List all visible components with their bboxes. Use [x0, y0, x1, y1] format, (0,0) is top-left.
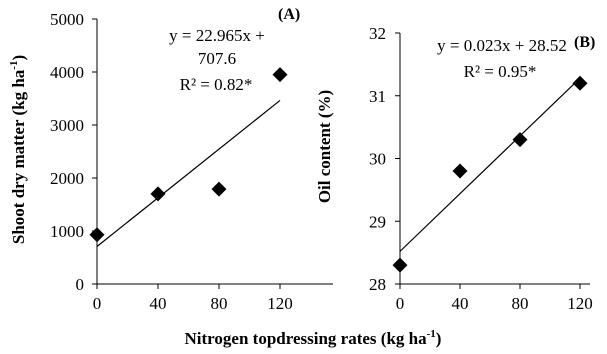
panel-a-x-tick-label: 120 [267, 294, 293, 313]
panel-a-x-tick-label: 80 [211, 294, 228, 313]
panel-a-data-point [211, 181, 227, 197]
panel-a-y-tick-label: 5000 [50, 10, 84, 29]
x-axis-label-main: Nitrogen topdressing rates (kg ha [185, 329, 428, 348]
panel-a-data-point [272, 67, 288, 83]
panel-a-data-point [150, 186, 166, 202]
y-axis-label-main: Oil content (%) [315, 90, 334, 203]
panel-a-r-squared: R² = 0.82* [180, 75, 253, 94]
panel-a-y-tick-label: 2000 [50, 169, 84, 188]
panel-b-equation: y = 0.023x + 28.52 [437, 36, 567, 55]
panel-a-data-point [89, 227, 105, 243]
panel-b-r-squared: R² = 0.95* [464, 62, 537, 81]
y-axis-label-superscript: -1 [8, 61, 20, 70]
y-axis-label-end: ) [9, 55, 28, 61]
panel-b-y-tick-label: 31 [369, 87, 386, 106]
panel-a-y-axis-label: Shoot dry matter (kg ha-1) [8, 55, 28, 244]
panel-b-y-tick-label: 30 [369, 150, 386, 169]
panel-b-x-tick-label: 40 [452, 294, 469, 313]
panel-a-x-tick-label: 40 [150, 294, 167, 313]
panel-a-y-tick-label: 1000 [50, 222, 84, 241]
panel-a-y-tick-label: 3000 [50, 116, 84, 135]
panel-a-y-tick-label: 0 [76, 275, 85, 294]
panel-b-y-axis-label: Oil content (%) [315, 90, 334, 203]
shared-x-axis-label: Nitrogen topdressing rates (kg ha-1) [185, 328, 442, 348]
panel-b-x-tick-label: 80 [512, 294, 529, 313]
panel-b-x-tick-label: 0 [396, 294, 405, 313]
panel-b-y-tick-label: 29 [369, 212, 386, 231]
panel-b-data-point [452, 163, 468, 179]
panel-b-y-tick-label: 32 [369, 24, 386, 43]
panel-a-x-tick-label: 0 [93, 294, 102, 313]
y-axis-label-main: Shoot dry matter (kg ha [9, 69, 28, 244]
panel-a-trendline [96, 99, 281, 247]
panel-a-equation: 707.6 [198, 49, 236, 68]
panel-b-data-point [392, 257, 408, 273]
panel-a-equation: y = 22.965x + [169, 26, 265, 45]
panel-b-x-tick-label: 120 [567, 294, 593, 313]
panel-a-y-tick-label: 4000 [50, 63, 84, 82]
panel-b-data-point [512, 132, 528, 148]
x-axis-label-superscript: -1 [427, 328, 436, 340]
panel-b-y-tick-label: 28 [369, 275, 386, 294]
panel-b-data-point [572, 75, 588, 91]
x-axis-label-end: ) [436, 329, 442, 348]
panel-a-label: (A) [278, 6, 300, 23]
panel-b-trendline [399, 77, 581, 252]
panel-b-label: (B) [574, 34, 595, 51]
